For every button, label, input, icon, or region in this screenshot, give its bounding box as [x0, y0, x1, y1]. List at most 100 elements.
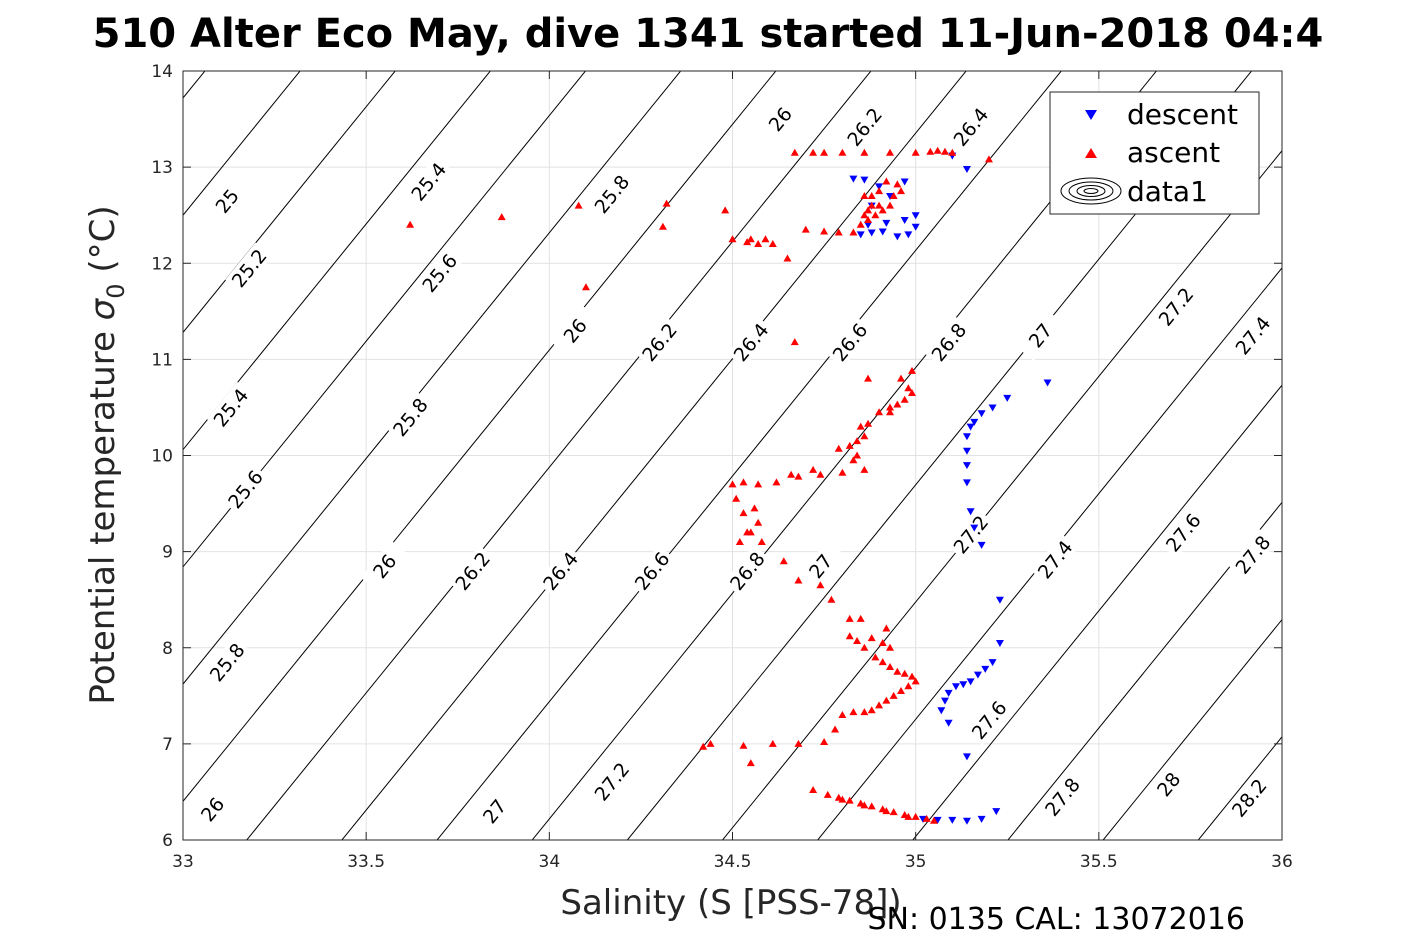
ascent-point	[743, 238, 752, 246]
descent-point	[966, 508, 975, 516]
ascent-point	[875, 187, 884, 195]
x-tick-label: 33	[172, 852, 194, 872]
contour-label-bg	[796, 540, 845, 592]
ascent-point	[794, 576, 803, 584]
ascent-point	[739, 741, 748, 749]
ascent-point	[948, 148, 957, 156]
ascent-point	[746, 528, 755, 536]
ascent-point	[853, 451, 862, 459]
descent-point	[962, 433, 971, 441]
ascent-point	[897, 187, 906, 195]
descent-point	[973, 671, 982, 679]
ascent-point	[867, 634, 876, 642]
descent-point	[970, 418, 979, 426]
ascent-point	[853, 637, 862, 645]
descent-point	[992, 808, 1001, 816]
descent-point	[962, 447, 971, 455]
ascent-point	[875, 408, 884, 416]
ascent-point	[574, 201, 583, 209]
descent-point	[959, 681, 968, 689]
descent-point	[940, 697, 949, 705]
y-tick-label: 12	[151, 254, 173, 274]
descent-point	[944, 719, 953, 727]
contour-label-bg	[826, 316, 874, 368]
ascent-point	[911, 812, 920, 820]
ascent-point	[721, 206, 730, 214]
descent-point	[860, 176, 869, 184]
ascent-point	[867, 201, 876, 209]
ascent-point	[746, 235, 755, 243]
ascent-point	[900, 395, 909, 403]
ascent-point	[875, 701, 884, 709]
ascent-series	[406, 146, 993, 824]
ascent-point	[864, 215, 873, 223]
contour-label-bg	[1159, 506, 1207, 558]
descent-point	[962, 753, 971, 761]
ascent-point	[900, 669, 909, 677]
ascent-point	[831, 725, 840, 733]
descent-point	[977, 410, 986, 418]
y-axis-label-subscript: 0	[102, 283, 130, 298]
descent-point	[962, 166, 971, 174]
x-axis-label: Salinity (S [PSS-78])	[560, 883, 901, 923]
contour-label-bg	[1031, 533, 1079, 585]
ascent-point	[867, 191, 876, 199]
descent-point	[886, 192, 895, 200]
ascent-point	[699, 742, 708, 750]
descent-point	[944, 689, 953, 697]
ascent-point	[783, 254, 792, 262]
ascent-point	[875, 201, 884, 209]
contour-label-bg	[360, 540, 409, 592]
y-axis-ticks: 6 7 8 9 10 11 12 13 14	[151, 62, 1282, 851]
ascent-point	[816, 470, 825, 478]
descent-point	[970, 524, 979, 532]
descent-point	[966, 423, 975, 431]
contour-label-bg	[415, 247, 464, 299]
ascent-point	[929, 816, 938, 824]
ascent-point	[908, 389, 917, 397]
serial-calibration-footer: SN: 0135 CAL: 13072016	[867, 902, 1245, 937]
ascent-point	[864, 419, 873, 427]
descent-point	[981, 665, 990, 673]
ascent-point	[867, 802, 876, 810]
ascent-point	[886, 643, 895, 651]
ascent-point	[911, 677, 920, 685]
ascent-point	[739, 478, 748, 486]
ascent-point	[497, 213, 506, 221]
ascent-point	[889, 808, 898, 816]
descent-point	[1003, 394, 1012, 402]
contour-label-bg	[1016, 309, 1064, 361]
ascent-point	[904, 812, 913, 820]
contour-label-bg	[225, 242, 273, 294]
ascent-point	[940, 147, 949, 155]
ascent-point	[856, 422, 865, 430]
descent-point	[918, 815, 927, 823]
descent-point	[962, 817, 971, 825]
ascent-point	[728, 480, 737, 488]
contour-label-bg	[965, 694, 1013, 746]
ascent-point	[849, 228, 858, 236]
ascent-point	[860, 191, 869, 199]
descent-point	[904, 231, 913, 239]
descent-point	[988, 659, 997, 667]
ascent-point	[889, 191, 898, 199]
ascent-point	[787, 470, 796, 478]
descent-point	[864, 221, 873, 229]
ascent-point	[845, 796, 854, 804]
contour-label-bg	[840, 101, 889, 153]
ascent-point	[809, 786, 818, 794]
density-contour	[1007, 501, 1282, 840]
ascent-point	[790, 338, 799, 346]
y-tick-label: 10	[151, 447, 173, 467]
contour-label-bg	[551, 304, 599, 357]
contour-label-bg	[203, 175, 251, 227]
ascent-point	[864, 374, 873, 382]
ascent-point	[838, 795, 847, 803]
legend-ascent-marker	[1085, 148, 1097, 158]
ascent-point	[768, 739, 777, 747]
descent-point	[911, 212, 920, 220]
x-tick-label: 35	[905, 852, 927, 872]
ascent-point	[761, 235, 770, 243]
descent-point	[951, 683, 960, 691]
